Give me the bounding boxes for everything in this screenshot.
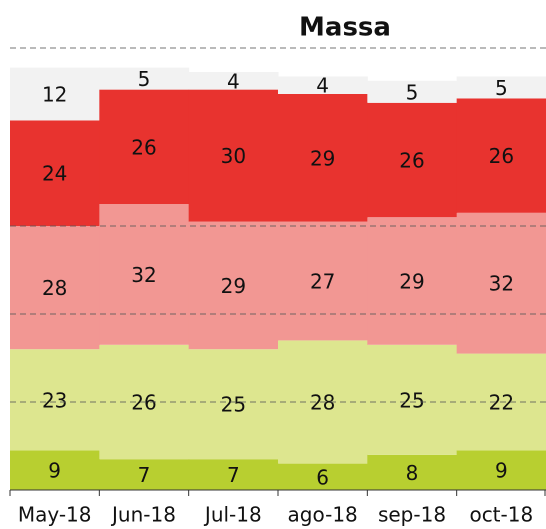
bar-segment	[367, 102, 458, 218]
data-label: 32	[489, 272, 514, 296]
data-label: 7	[138, 463, 151, 487]
bar-segment	[278, 221, 368, 341]
data-label: 28	[42, 276, 67, 300]
data-label: 5	[495, 76, 508, 100]
data-label: 5	[138, 67, 151, 91]
data-label: 12	[42, 83, 67, 107]
chart-title: Massa	[299, 13, 391, 43]
x-tick-label: oct-18	[469, 503, 533, 527]
bar-segment	[10, 226, 100, 350]
bar-segment	[456, 212, 546, 354]
bar-segment	[188, 72, 279, 90]
data-label: 26	[131, 135, 156, 159]
data-label: 29	[310, 146, 335, 170]
bar-segment	[456, 450, 546, 490]
x-tick-label: Jul-18	[203, 503, 262, 527]
data-label: 30	[221, 144, 246, 168]
data-label: 9	[48, 459, 61, 483]
data-label: 7	[227, 463, 240, 487]
data-label: 25	[221, 393, 246, 417]
data-label: 4	[227, 69, 240, 93]
bar-segment	[10, 450, 100, 490]
x-tick-label: sep-18	[378, 503, 446, 527]
bar-segment	[367, 344, 458, 455]
bar-segment	[456, 76, 546, 99]
bar-segment	[99, 204, 190, 345]
bar-segment	[278, 94, 368, 222]
bar-segment	[10, 349, 100, 451]
data-label: 29	[399, 270, 424, 294]
bar-segment	[367, 80, 458, 103]
data-label: 4	[316, 74, 329, 98]
data-label: 8	[406, 461, 419, 485]
bar-segment	[456, 98, 546, 213]
bar-segment	[10, 120, 100, 226]
data-label: 29	[221, 274, 246, 298]
bar-segment	[278, 463, 368, 490]
data-label: 26	[399, 149, 424, 173]
bar-segment	[99, 89, 190, 204]
bar-segment	[10, 67, 100, 121]
data-label: 24	[42, 162, 67, 186]
bar-segment	[367, 454, 458, 490]
data-label: 5	[406, 80, 419, 104]
x-tick-label: ago-18	[288, 503, 358, 527]
data-label: 6	[316, 465, 329, 489]
bar-segment	[188, 459, 279, 490]
data-label: 23	[42, 388, 67, 412]
x-tick-label: Jun-18	[110, 503, 176, 527]
bar-segment	[367, 217, 458, 345]
data-label: 32	[131, 263, 156, 287]
bar-segment	[99, 459, 190, 490]
x-tick-label: May-18	[18, 503, 92, 527]
data-label: 25	[399, 388, 424, 412]
data-label: 27	[310, 270, 335, 294]
bar-segment	[99, 67, 190, 90]
data-label: 9	[495, 459, 508, 483]
bar-segment	[188, 221, 279, 350]
data-label: 26	[489, 144, 514, 168]
bar-segment	[278, 76, 368, 94]
bar-segment	[188, 89, 279, 222]
bar-segment	[188, 349, 279, 460]
